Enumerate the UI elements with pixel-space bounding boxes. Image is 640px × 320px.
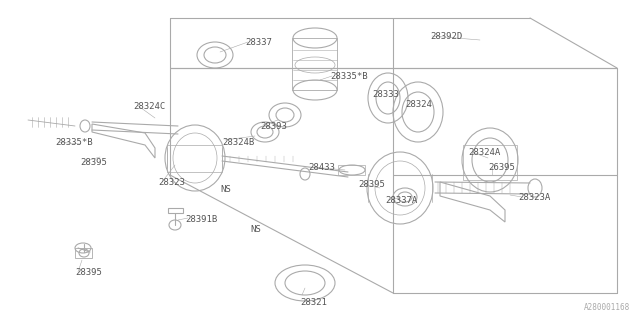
Text: NS: NS: [250, 225, 260, 234]
Text: 28395: 28395: [80, 158, 107, 167]
Text: 28337A: 28337A: [385, 196, 417, 205]
Text: 28392D: 28392D: [430, 32, 462, 41]
Text: 28324C: 28324C: [133, 102, 165, 111]
Text: 28391B: 28391B: [185, 215, 217, 224]
Text: 28335*B: 28335*B: [55, 138, 93, 147]
Text: 28324B: 28324B: [222, 138, 254, 147]
Text: 26395: 26395: [488, 163, 515, 172]
Text: NS: NS: [220, 185, 231, 194]
Text: 28333: 28333: [372, 90, 399, 99]
Text: 28323A: 28323A: [518, 193, 550, 202]
Text: 28323: 28323: [158, 178, 185, 187]
Text: 28395: 28395: [358, 180, 385, 189]
Text: 28393: 28393: [260, 122, 287, 131]
Text: 28324: 28324: [405, 100, 432, 109]
Text: A280001168: A280001168: [584, 303, 630, 312]
Text: 28433: 28433: [308, 163, 335, 172]
Text: 28324A: 28324A: [468, 148, 500, 157]
Text: 28337: 28337: [245, 38, 272, 47]
Text: 28395: 28395: [75, 268, 102, 277]
Text: 28335*B: 28335*B: [330, 72, 367, 81]
Text: 28321: 28321: [300, 298, 327, 307]
